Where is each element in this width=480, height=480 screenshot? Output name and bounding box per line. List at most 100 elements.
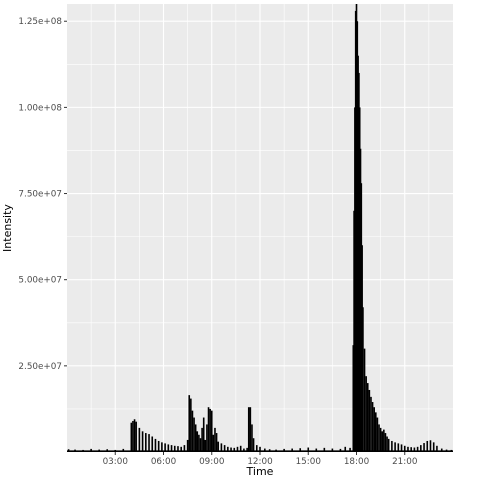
data-bar [375,412,377,452]
data-bar [180,446,182,452]
x-tick-label: 06:00 [151,457,177,467]
data-bar [173,445,176,452]
data-bar [359,148,362,452]
data-bar [264,448,266,452]
data-bar [188,395,191,452]
data-bar [193,417,195,452]
data-bar [371,402,374,452]
y-tick-label: 2.50e+07 [18,362,62,372]
data-bar [252,438,255,452]
data-bar [194,424,197,452]
data-bar [331,448,334,452]
data-bar [407,446,409,452]
data-bar [207,407,210,452]
data-bar [378,424,380,452]
data-bar [198,434,200,452]
data-bar [210,410,213,452]
data-bar [251,424,253,452]
data-bar [135,421,137,452]
data-bar [403,445,406,452]
data-bar [151,436,154,452]
data-bar [204,439,207,452]
data-bar [199,438,202,452]
data-bar [291,448,293,452]
data-bar [366,383,369,452]
data-bars [67,4,453,453]
data-bar [177,446,179,452]
y-axis-title: Intensity [1,204,14,252]
data-bar [141,431,144,452]
data-bar [255,445,258,452]
data-bar [386,436,388,452]
data-bar [394,442,396,452]
data-bar [368,389,371,452]
data-bar [190,398,192,452]
data-bar [239,445,242,452]
data-bar [215,433,218,452]
data-bar [358,72,360,452]
data-bar [357,55,359,452]
y-tick-label: 1.25e+08 [18,17,62,27]
data-bar [379,427,382,452]
data-bar [214,427,216,452]
data-bar [315,448,318,452]
x-tick-label: 18:00 [344,457,370,467]
data-bar [436,445,438,452]
data-bar [373,407,375,452]
y-axis: 2.50e+07 5.00e+07 7.50e+07 1.00e+08 1.25e+08 [18,17,67,372]
data-bar [420,445,422,452]
data-bar [344,446,347,452]
y-tick-label: 5.00e+07 [18,276,62,286]
data-bar [249,407,252,452]
data-bar [384,433,387,452]
data-bar [201,427,203,452]
data-bar [432,442,435,452]
data-bar [223,445,226,452]
data-bar [133,419,136,452]
data-bar [356,21,359,452]
data-bar [423,443,425,452]
data-bar [154,438,157,452]
y-tick-label: 7.50e+07 [18,190,62,200]
data-bar [362,307,364,452]
data-bar [259,446,261,452]
data-bar [440,448,443,452]
data-bar [354,107,356,452]
x-axis: 03:00 06:00 09:00 12:00 15:00 18:00 21:00 [103,452,418,467]
data-bar [323,447,326,452]
data-bar [352,345,355,452]
data-bar [397,443,400,452]
data-bar [307,447,310,452]
data-bar [299,448,302,452]
data-bar [145,433,147,452]
data-bar [353,210,355,452]
data-bar [227,446,229,452]
data-bar [206,424,208,452]
data-bar [246,447,248,452]
data-bar [233,447,236,452]
x-tick-label: 15:00 [296,457,322,467]
data-bar [196,431,199,452]
data-bar [370,396,372,452]
data-bar [381,431,384,452]
data-bar [164,443,166,452]
data-bar [363,348,366,452]
data-bar [186,439,189,452]
data-bar [148,434,150,452]
y-tick-label: 1.00e+08 [18,103,62,113]
data-bar [217,441,219,452]
data-bar [170,445,173,452]
data-bar [138,427,141,452]
data-bar [132,420,134,452]
data-bar [220,443,223,452]
x-tick-label: 03:00 [103,457,129,467]
data-bar [157,440,160,452]
data-bar [354,10,357,453]
data-bar [387,438,390,452]
data-bar [400,444,403,452]
data-bar [243,448,245,452]
data-bar [183,445,186,452]
data-bar [130,422,133,452]
data-bar [410,447,412,452]
